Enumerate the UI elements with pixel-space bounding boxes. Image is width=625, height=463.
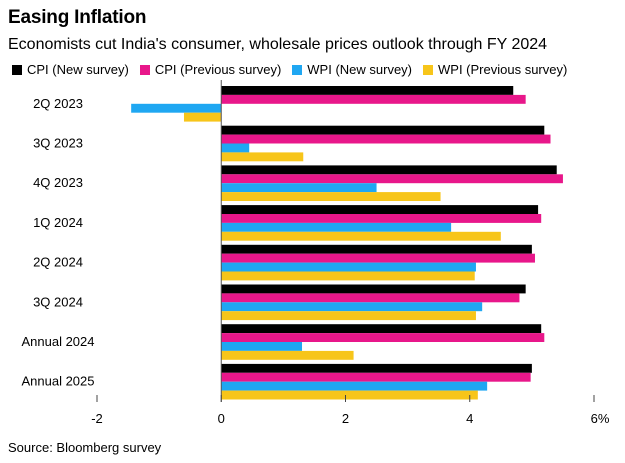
bar	[221, 350, 354, 360]
bar	[221, 86, 514, 95]
bar	[221, 125, 545, 135]
chart-title: Easing Inflation	[8, 7, 147, 28]
bar	[221, 284, 526, 294]
bar	[221, 342, 303, 351]
legend-label: WPI (Previous survey)	[438, 62, 568, 77]
bar	[221, 271, 475, 281]
legend-swatch	[139, 64, 150, 75]
category-label: 3Q 2024	[33, 294, 83, 309]
bar	[221, 94, 526, 104]
bar	[183, 112, 222, 122]
bar	[221, 174, 563, 184]
bar	[221, 253, 535, 263]
bar	[221, 390, 478, 400]
legend-label: CPI (Previous survey)	[154, 62, 282, 77]
category-label: 3Q 2023	[33, 136, 83, 151]
legend-item: CPI (New survey)	[12, 62, 129, 77]
x-tick-label: 4	[466, 411, 473, 426]
legend-item: WPI (New survey)	[292, 62, 412, 77]
bar	[221, 262, 476, 272]
legend-swatch	[12, 64, 22, 75]
category-label: 1Q 2024	[33, 215, 83, 230]
legend-item: CPI (Previous survey)	[139, 62, 282, 77]
bar	[221, 324, 542, 334]
bar	[221, 205, 539, 214]
bar	[221, 214, 542, 223]
category-label: 4Q 2023	[33, 175, 83, 190]
bar	[221, 222, 452, 232]
legend-swatch	[292, 64, 303, 75]
category-label: 2Q 2024	[33, 255, 83, 270]
bar	[221, 363, 532, 373]
category-label: Annual 2025	[21, 374, 94, 389]
bar	[221, 134, 551, 144]
chart-source: Source: Bloomberg survey	[8, 440, 162, 455]
legend: CPI (New survey) CPI (Previous survey) WPI…	[12, 62, 578, 77]
bar	[221, 231, 501, 241]
bar	[221, 333, 545, 342]
chart-subtitle: Economists cut India's consumer, wholesa…	[8, 36, 548, 53]
bar	[221, 165, 557, 175]
bar	[221, 183, 377, 193]
legend-label: WPI (New survey)	[307, 62, 413, 77]
bar	[131, 103, 222, 113]
bar	[221, 244, 532, 254]
x-tick-label: 0	[218, 411, 225, 426]
category-label: 2Q 2023	[33, 96, 83, 111]
bar	[221, 152, 304, 162]
bar	[221, 293, 520, 303]
legend-label: CPI (New survey)	[27, 62, 129, 77]
bar	[221, 372, 531, 382]
x-tick-label: -2	[91, 411, 103, 426]
x-tick-label: 6%	[591, 411, 610, 426]
bar	[221, 143, 250, 153]
legend-swatch	[423, 64, 434, 75]
category-label: Annual 2024	[21, 334, 94, 349]
legend-item: WPI (Previous survey)	[423, 62, 567, 77]
bar	[221, 311, 476, 321]
bar	[221, 302, 483, 312]
bar	[221, 381, 488, 391]
x-tick-label: 2	[342, 411, 349, 426]
bar	[221, 192, 441, 201]
